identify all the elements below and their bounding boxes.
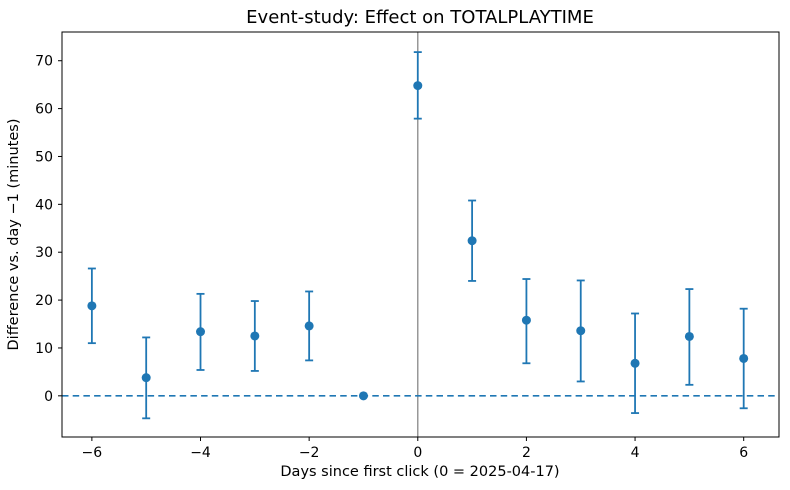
x-tick-label: 2 xyxy=(522,445,531,461)
y-tick-label: 70 xyxy=(35,54,53,70)
y-tick-label: 60 xyxy=(35,102,53,118)
data-point xyxy=(413,81,423,91)
data-point xyxy=(304,321,314,331)
x-axis-label: Days since first click (0 = 2025-04-17) xyxy=(280,464,559,480)
y-tick-label: 10 xyxy=(35,341,53,357)
data-point xyxy=(630,358,640,368)
y-tick-label: 20 xyxy=(35,293,53,309)
x-tick-label: −2 xyxy=(299,445,320,461)
y-tick-label: 50 xyxy=(35,149,53,165)
x-tick-label: −4 xyxy=(190,445,211,461)
data-point xyxy=(250,331,260,341)
y-axis-label: Difference vs. day −1 (minutes) xyxy=(6,119,22,351)
data-point xyxy=(576,326,586,336)
plot-frame xyxy=(61,31,780,438)
data-point xyxy=(521,315,531,325)
data-point xyxy=(684,331,694,341)
data-point xyxy=(358,391,368,401)
data-point xyxy=(467,236,477,246)
data-point xyxy=(87,301,97,311)
x-tick-label: −6 xyxy=(82,445,103,461)
x-tick-label: 4 xyxy=(631,445,640,461)
y-tick-label: 0 xyxy=(44,389,53,405)
y-tick-label: 40 xyxy=(35,197,53,213)
data-point xyxy=(196,327,206,337)
chart-title: Event-study: Effect on TOTALPLAYTIME xyxy=(246,7,594,28)
y-tick-label: 30 xyxy=(35,245,53,261)
x-tick-label: 6 xyxy=(739,445,748,461)
data-point xyxy=(739,353,749,363)
data-point xyxy=(141,373,151,383)
x-tick-label: 0 xyxy=(413,445,422,461)
